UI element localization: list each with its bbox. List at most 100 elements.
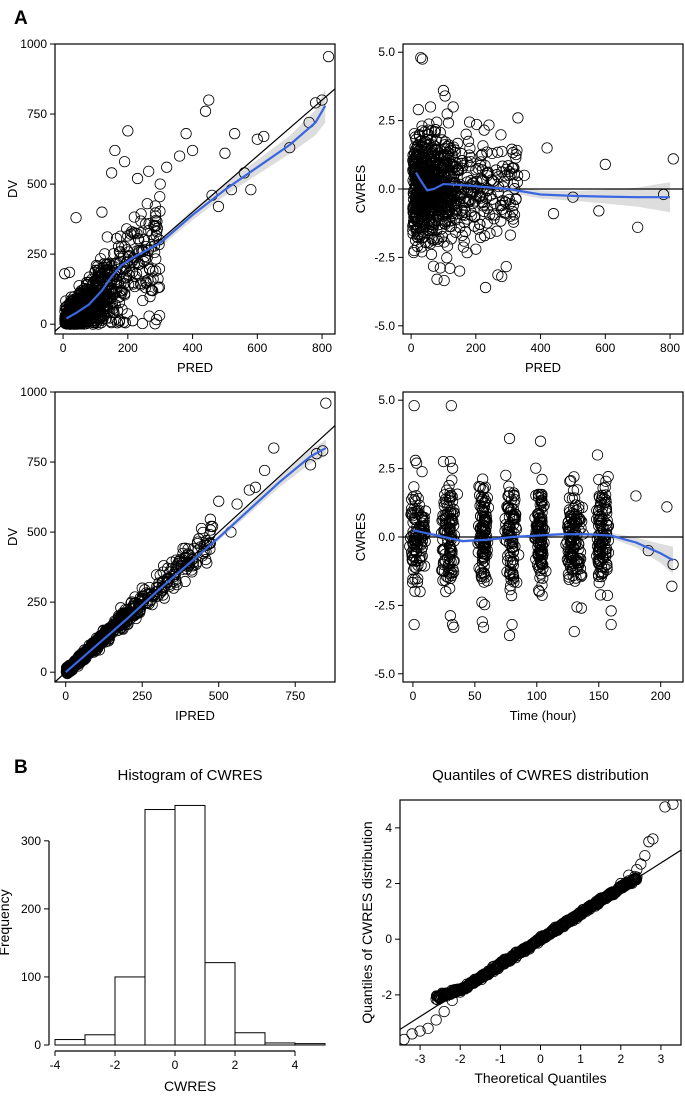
y-tick-label: 100	[21, 970, 41, 984]
data-point	[505, 529, 517, 541]
data-point	[72, 298, 84, 310]
data-point	[131, 228, 143, 240]
axes-frame	[399, 799, 682, 1046]
data-point	[445, 514, 457, 526]
data-point	[630, 490, 642, 502]
data-point	[150, 569, 163, 581]
data-point	[94, 312, 106, 324]
data-point	[409, 544, 421, 556]
data-point	[462, 135, 475, 147]
data-point	[563, 492, 576, 504]
data-point	[418, 231, 430, 243]
data-point	[567, 914, 579, 926]
y-tick-label: 1000	[20, 385, 47, 399]
data-point	[447, 462, 459, 474]
data-point	[499, 170, 511, 182]
data-point	[432, 219, 444, 231]
data-point	[441, 240, 454, 252]
data-point	[477, 473, 489, 485]
data-point	[457, 160, 469, 172]
data-point	[592, 554, 604, 566]
data-point	[576, 501, 588, 514]
data-point	[448, 621, 460, 633]
data-point	[509, 512, 522, 525]
data-point	[412, 573, 424, 585]
data-point	[141, 198, 153, 210]
data-point	[418, 529, 430, 541]
data-point	[431, 233, 443, 245]
data-point	[476, 596, 488, 608]
data-point	[419, 135, 431, 148]
data-point	[599, 158, 611, 170]
x-tick-label: -2	[110, 1058, 121, 1072]
x-tick-label: -4	[50, 1058, 61, 1072]
data-point	[424, 238, 437, 250]
data-point	[408, 512, 421, 524]
data-point	[133, 234, 145, 246]
data-point	[492, 146, 504, 158]
data-point	[457, 241, 470, 253]
data-point	[407, 149, 419, 161]
data-point	[427, 260, 440, 272]
data-point	[436, 514, 448, 527]
data-point	[565, 474, 577, 487]
data-point	[597, 566, 610, 578]
data-point	[506, 509, 518, 522]
data-point	[496, 203, 508, 216]
data-point	[534, 560, 546, 572]
data-point	[567, 569, 579, 582]
data-point	[432, 158, 444, 170]
data-point	[101, 231, 113, 243]
data-point	[436, 230, 448, 243]
data-point	[416, 53, 429, 65]
data-point	[311, 448, 323, 460]
chart-qq-cwres: -3 -2 -1 0 1 2 3 -2 0 2 4 Theoretical Quantiles Quan…	[359, 767, 682, 1086]
data-point	[595, 497, 607, 509]
data-point	[407, 206, 420, 219]
x-axis-label: CWRES	[164, 1078, 216, 1094]
axes-frame	[54, 391, 336, 683]
data-point	[526, 938, 539, 950]
data-point	[317, 445, 329, 457]
data-point	[537, 523, 549, 535]
data-point	[503, 538, 516, 550]
data-point	[455, 148, 467, 160]
data-point	[304, 459, 317, 471]
data-point	[491, 169, 503, 181]
data-point	[409, 218, 421, 230]
data-point	[481, 217, 493, 229]
plot-area	[400, 800, 681, 1045]
y-axis-label: DV	[5, 528, 20, 546]
data-point	[65, 311, 77, 323]
data-point	[533, 519, 545, 531]
y-tick-label: -5.0	[374, 667, 395, 681]
data-point	[574, 513, 586, 526]
x-tick-label: 3	[658, 1052, 665, 1066]
data-point	[409, 585, 421, 597]
data-point	[446, 994, 458, 1007]
y-tick-label: 0	[34, 1038, 41, 1052]
data-point	[407, 220, 419, 232]
data-point	[201, 539, 213, 551]
data-point	[453, 190, 465, 203]
data-point	[419, 126, 431, 138]
data-point	[536, 538, 548, 551]
data-point	[450, 226, 462, 238]
data-point	[212, 200, 225, 213]
data-point	[499, 196, 511, 208]
data-point	[506, 618, 518, 631]
data-point	[446, 474, 458, 486]
data-point	[158, 560, 170, 572]
axes-frame	[54, 43, 336, 335]
data-point	[144, 291, 156, 303]
data-point	[550, 923, 563, 936]
data-point	[413, 129, 425, 141]
y-tick-label: 250	[27, 247, 47, 261]
data-point	[185, 564, 198, 576]
data-point	[536, 527, 548, 540]
data-point	[536, 497, 548, 509]
data-point	[456, 155, 468, 167]
y-tick-label: 0	[385, 932, 392, 946]
data-point	[477, 519, 489, 531]
data-point	[632, 221, 644, 233]
